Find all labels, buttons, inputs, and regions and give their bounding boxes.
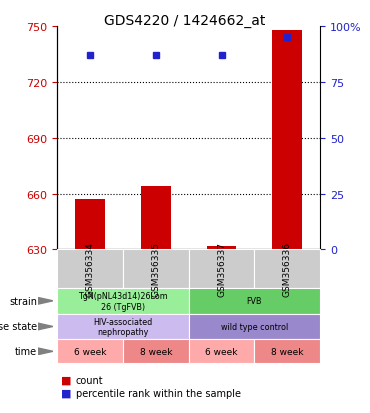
Text: 8 week: 8 week — [271, 347, 303, 356]
Text: 6 week: 6 week — [74, 347, 107, 356]
Text: HIV-associated
nephropathy: HIV-associated nephropathy — [93, 317, 153, 336]
Text: ■: ■ — [61, 388, 71, 398]
Text: GSM356336: GSM356336 — [283, 242, 292, 297]
Polygon shape — [38, 323, 53, 330]
Text: ■: ■ — [61, 375, 71, 385]
Text: GSM356334: GSM356334 — [86, 242, 95, 297]
Text: strain: strain — [9, 296, 37, 306]
Text: FVB: FVB — [247, 297, 262, 306]
Text: percentile rank within the sample: percentile rank within the sample — [76, 388, 241, 398]
Text: count: count — [76, 375, 104, 385]
Bar — [141, 187, 171, 250]
Text: wild type control: wild type control — [221, 322, 288, 331]
Text: 6 week: 6 week — [205, 347, 238, 356]
Bar — [272, 31, 302, 250]
Text: time: time — [15, 347, 37, 356]
Text: GSM356337: GSM356337 — [217, 242, 226, 297]
Text: TgN(pNL43d14)26Lom
26 (TgFVB): TgN(pNL43d14)26Lom 26 (TgFVB) — [78, 292, 168, 311]
Text: disease state: disease state — [0, 322, 37, 332]
Polygon shape — [38, 298, 53, 304]
Text: 8 week: 8 week — [139, 347, 172, 356]
Bar — [207, 246, 236, 250]
Bar — [75, 200, 105, 250]
Polygon shape — [38, 348, 53, 355]
Text: GDS4220 / 1424662_at: GDS4220 / 1424662_at — [104, 14, 266, 28]
Text: GSM356335: GSM356335 — [151, 242, 160, 297]
